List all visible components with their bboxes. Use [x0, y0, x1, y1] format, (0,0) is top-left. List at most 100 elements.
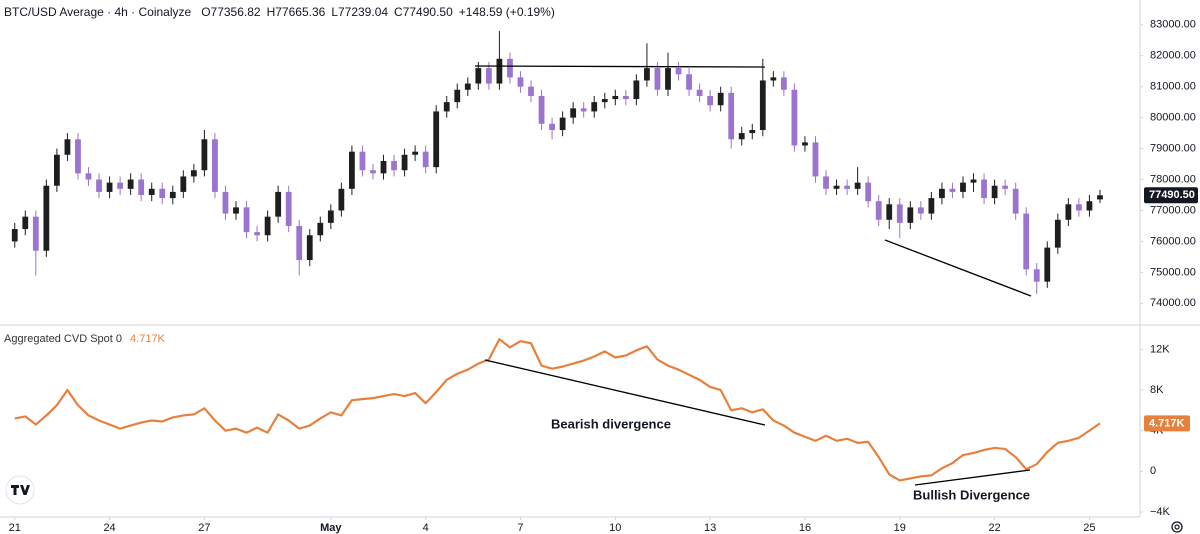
candle-body [454, 89, 461, 103]
candle-body [675, 68, 682, 75]
candle-body [517, 77, 524, 87]
candle-body [559, 117, 566, 130]
candle-body [601, 99, 608, 103]
candle-body [991, 185, 998, 199]
cvd-bullish-line [914, 469, 1031, 486]
candle-body [707, 95, 714, 106]
y-tick-label: 78000.00 [1150, 173, 1196, 185]
candle-body [886, 204, 893, 220]
x-tick-label: 13 [704, 522, 716, 534]
x-tick-label: 19 [894, 522, 906, 534]
cvd-line [14, 338, 1101, 482]
candle-body [644, 68, 650, 81]
last-price-label: 77490.50 [1149, 189, 1195, 201]
candle-body [391, 160, 397, 171]
x-tick-label: 16 [799, 522, 811, 534]
candle-body [622, 95, 629, 100]
y-tick-label: 83000.00 [1150, 19, 1196, 31]
legend-value: 4.717K [130, 333, 166, 345]
candle-body [665, 68, 671, 90]
candle-body [117, 182, 124, 189]
candle-body [1012, 188, 1019, 214]
candle-body [1002, 185, 1009, 189]
candle-body [433, 111, 440, 168]
y-tick-label: 80000.00 [1150, 112, 1196, 124]
candle-body [633, 80, 640, 100]
candle-body [1023, 213, 1030, 270]
candle-body [127, 179, 134, 189]
candle-body [759, 80, 766, 130]
y-tick-label: 76000.00 [1150, 235, 1196, 247]
y-tick-label: 74000.00 [1150, 297, 1196, 309]
cvd-bearish-line [484, 359, 766, 426]
candle-body [928, 198, 935, 214]
candle-body [327, 210, 334, 223]
x-tick-label: 10 [609, 522, 621, 534]
candle-body [64, 139, 71, 155]
candle-body [802, 142, 808, 146]
candle-body [148, 188, 155, 195]
x-tick-label: 22 [988, 522, 1000, 534]
candle-body [528, 86, 534, 96]
x-tick-label: 4 [423, 522, 429, 534]
logo-mark [11, 485, 30, 495]
candle-body [96, 179, 102, 192]
pane-legend: Aggregated CVD Spot 0 4.717K [4, 333, 166, 345]
candle-body [243, 207, 250, 233]
settings-button[interactable] [1171, 521, 1183, 533]
candle-body [317, 222, 324, 236]
plot-area: 74000.00 75000.00 76000.00 77000.00 78000.00… [9, 19, 1198, 534]
last-value-label: 4.717K [1149, 417, 1185, 429]
ohlc-label: O77356.82 [201, 5, 261, 19]
candle-body [338, 188, 345, 211]
tv-logo[interactable] [5, 475, 35, 505]
ohlc-label: C77490.50 [394, 5, 453, 19]
candle-body [875, 201, 882, 220]
candle-body [401, 154, 408, 171]
candle-body [612, 95, 619, 100]
candle-body [1033, 269, 1040, 282]
candle-body [180, 176, 187, 192]
candle-body [728, 92, 735, 140]
candle-body [507, 58, 513, 78]
candle-body [823, 176, 829, 189]
change-label: +148.59 (+0.19%) [459, 5, 555, 19]
candle-body [854, 182, 861, 189]
candle-body [359, 151, 366, 171]
chart-title: BTC/USD Average · 4h · Coinalyze [4, 5, 192, 19]
logo-circle [5, 475, 35, 505]
candle-body [570, 108, 577, 118]
candle-body [549, 123, 555, 130]
candle-body [53, 154, 60, 186]
gear-inner [1174, 524, 1180, 530]
candle-body [738, 133, 745, 140]
candle-body [306, 235, 313, 260]
price-lows-line [884, 239, 1032, 297]
candle-body [896, 204, 903, 223]
candle-body [591, 102, 598, 112]
candle-body [812, 142, 819, 177]
candle-body [538, 95, 545, 124]
candle-body [85, 173, 92, 180]
candle-body [349, 151, 355, 189]
last-value-badge [1144, 415, 1190, 432]
candle-body [780, 77, 787, 90]
last-price-badge [1144, 187, 1198, 204]
candle-body [296, 225, 303, 260]
candle-body [485, 68, 492, 84]
y-tick-label: 12K [1150, 343, 1170, 355]
candle-body [106, 182, 113, 192]
candle-body [844, 185, 850, 189]
candle-body [275, 191, 282, 217]
candle-body [833, 185, 840, 189]
candle-body [190, 170, 197, 177]
candle-body [496, 58, 503, 84]
candle-body [222, 191, 229, 214]
candle-body [770, 77, 777, 81]
candle-body [981, 179, 987, 199]
annotation: Bearish divergence [551, 416, 671, 431]
x-tick-label: 25 [1083, 522, 1095, 534]
y-tick-label: 8K [1150, 384, 1164, 396]
